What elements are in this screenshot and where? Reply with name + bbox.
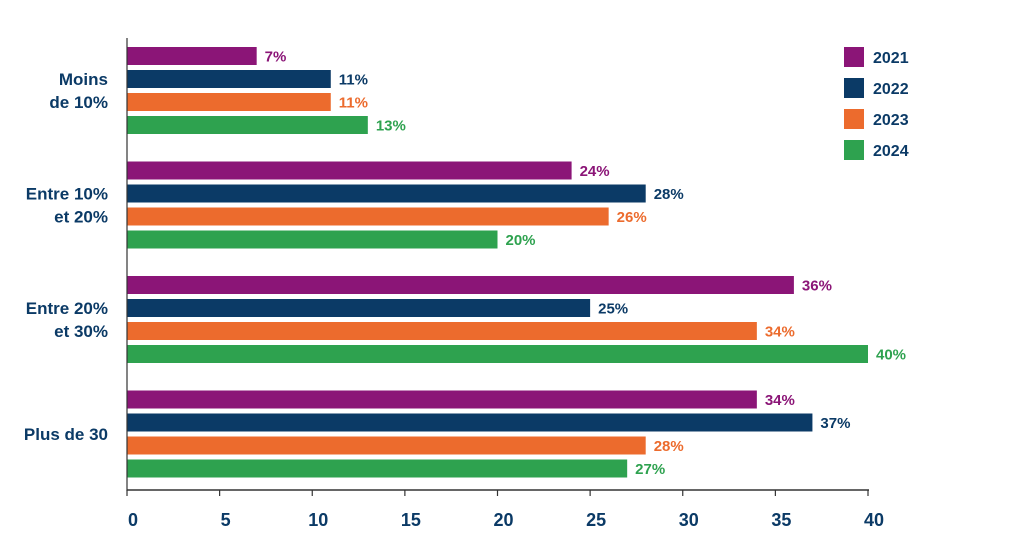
x-tick-label-0: 0 xyxy=(128,510,138,530)
x-tick-label-1: 5 xyxy=(221,510,231,530)
legend-swatch-2024 xyxy=(844,140,864,160)
category-label-0-line-1: de 10% xyxy=(49,93,108,112)
data-label-2023-cat-3: 28% xyxy=(654,438,684,455)
category-label-2-line-0: Entre 20% xyxy=(26,299,108,318)
category-label-1-line-1: et 20% xyxy=(54,208,108,227)
bar-2024-cat-3 xyxy=(127,459,628,478)
data-label-2022-cat-1: 28% xyxy=(654,186,684,203)
legend-swatch-2021 xyxy=(844,47,864,67)
bar-2021-cat-1 xyxy=(127,161,572,180)
x-tick-label-8: 40 xyxy=(864,510,884,530)
bar-2021-cat-0 xyxy=(127,47,257,65)
bar-2023-cat-3 xyxy=(127,436,646,455)
category-label-3-line-0: Plus de 30 xyxy=(24,425,108,444)
bar-2022-cat-2 xyxy=(127,299,591,317)
data-label-2022-cat-3: 37% xyxy=(820,415,850,432)
x-tick-label-6: 30 xyxy=(679,510,699,530)
data-label-2021-cat-1: 24% xyxy=(580,163,610,180)
bar-2024-cat-0 xyxy=(127,116,368,134)
bar-2023-cat-0 xyxy=(127,93,331,111)
category-label-1-line-0: Entre 10% xyxy=(26,185,108,204)
data-label-2021-cat-3: 34% xyxy=(765,392,795,409)
bar-2022-cat-0 xyxy=(127,70,331,88)
bar-2023-cat-1 xyxy=(127,207,609,226)
bar-2022-cat-1 xyxy=(127,184,646,203)
data-label-2024-cat-0: 13% xyxy=(376,118,406,135)
data-label-2023-cat-0: 11% xyxy=(339,95,368,112)
x-tick-label-4: 20 xyxy=(493,510,513,530)
axes-group: 0 5 10 15 20 25 30 35 40 xyxy=(126,38,884,530)
data-label-2022-cat-2: 25% xyxy=(598,301,628,318)
data-label-2021-cat-0: 7% xyxy=(265,49,287,66)
bar-2024-cat-1 xyxy=(127,230,498,249)
legend-label-2022: 2022 xyxy=(873,81,909,98)
data-label-2024-cat-3: 27% xyxy=(635,461,665,478)
legend-label-2023: 2023 xyxy=(873,112,909,129)
bar-2021-cat-2 xyxy=(127,276,794,294)
data-labels-group: 7% 11% 11% 13% 24% 28% 26% 20% 36% 25% 34% 40% 34% 37… xyxy=(265,49,906,479)
legend-label-2024: 2024 xyxy=(873,143,909,160)
data-label-2024-cat-2: 40% xyxy=(876,347,906,364)
data-label-2023-cat-1: 26% xyxy=(617,209,647,226)
x-tick-label-3: 15 xyxy=(401,510,421,530)
bar-2024-cat-2 xyxy=(127,345,868,363)
x-tick-label-5: 25 xyxy=(586,510,606,530)
category-labels-group: Moins de 10% Entre 10% et 20% Entre 20% et 30… xyxy=(24,70,108,444)
legend-label-2021: 2021 xyxy=(873,50,909,67)
category-label-0-line-0: Moins xyxy=(59,70,108,89)
data-label-2021-cat-2: 36% xyxy=(802,278,832,295)
category-label-2-line-1: et 30% xyxy=(54,322,108,341)
legend-swatch-2023 xyxy=(844,109,864,129)
bars-group xyxy=(127,47,868,478)
x-tick-label-7: 35 xyxy=(771,510,791,530)
bar-2021-cat-3 xyxy=(127,390,757,409)
bar-2022-cat-3 xyxy=(127,413,813,432)
data-label-2022-cat-0: 11% xyxy=(339,72,368,89)
data-label-2024-cat-1: 20% xyxy=(506,232,536,249)
legend-swatch-2022 xyxy=(844,78,864,98)
data-label-2023-cat-2: 34% xyxy=(765,324,795,341)
bar-2023-cat-2 xyxy=(127,322,757,340)
legend: 2021 2022 2023 2024 xyxy=(844,47,909,160)
x-tick-label-2: 10 xyxy=(308,510,328,530)
